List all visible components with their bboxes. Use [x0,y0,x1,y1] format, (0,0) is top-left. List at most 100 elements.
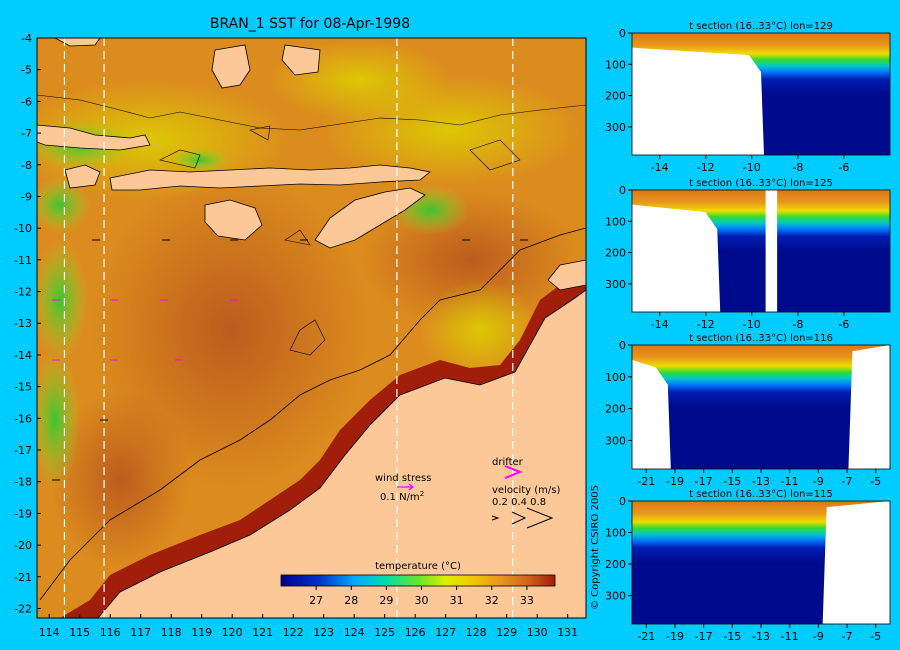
section-y-tick-label: 300 [605,590,626,603]
section-frame [631,32,891,156]
map-x-tick-label: 131 [557,626,578,639]
map-y-tick-label: -22 [14,602,32,615]
sumbawa-flores-chain [109,164,431,191]
sumba-island [204,199,263,241]
section-x-tick-label: -12 [697,161,715,174]
map-x-tick-label: 129 [496,626,517,639]
green-upwelling-patch [37,240,88,360]
map-x-tick-label: 122 [283,626,304,639]
map-y-tick-label: -5 [21,64,32,77]
map-y-tick-label: -13 [14,317,32,330]
section-title: t section (16..33°C) lon=115 [689,489,833,500]
section-x-tick-label: -14 [651,161,669,174]
map-x-tick-label: 119 [191,626,212,639]
northern-island [281,44,321,76]
map-y-tick-label: -20 [14,539,32,552]
map-x-axis: 114 115 116 117 118 119 120 121 122 123 124 125 126 1… [39,614,578,639]
section-x-tick-label: -17 [695,630,713,643]
section-x-tick-label: -9 [813,630,824,643]
map-x-tick-label: 116 [100,626,121,639]
map-x-tick-label: 121 [252,626,273,639]
section-lines [63,38,514,618]
map-y-axis: -4 -5 -6 -7 -8 -9 -10 -11 -12 -13 -14 -15 -16 -17 -18 -… [14,32,41,615]
section-x-tick-label: -6 [838,161,849,174]
section-y-tick-label: 100 [605,371,626,384]
section-panels: t section (16..33°C) lon=129 -14 -12 -10 -8 -… [605,21,891,643]
map-x-tick-label: 114 [39,626,60,639]
map-frame [36,37,587,619]
section-x-tick-label: -11 [781,630,799,643]
bathymetry-contour [159,125,521,171]
warm-eddy [50,390,190,570]
green-upwelling-patch [170,148,230,172]
bali-lombok-island [64,164,101,189]
map-x-tick-label: 128 [466,626,487,639]
velocity-scale-arrows-icon [491,507,554,529]
map-y-tick-label: -14 [14,349,32,362]
map-y-tick-label: -4 [21,32,32,45]
section-x-tick-label: -11 [781,475,799,488]
section-y-tick-label: 300 [605,434,626,447]
section-frame [631,189,891,313]
section-x-tick-label: -13 [752,630,770,643]
map-x-tick-label: 125 [374,626,395,639]
bathymetry-contour [284,229,326,356]
section-y-tick-label: 200 [605,403,626,416]
section-y-tick-label: 300 [605,121,626,134]
drifter-chevron-icon [504,465,523,479]
map-x-tick-label: 120 [222,626,243,639]
section-y-tick-label: 200 [605,558,626,571]
map-y-tick-label: -15 [14,381,32,394]
copyright-text: © Copyright CSIRO 2005 [590,485,601,610]
section-seafloor-mask [632,204,721,312]
australia-landmass [97,289,586,618]
colorbar-tick-label: 29 [379,594,393,607]
map-y-tick-label: -8 [21,159,32,172]
map-y-tick-label: -17 [14,444,32,457]
map-y-tick-label: -18 [14,476,32,489]
map-x-tick-label: 123 [313,626,334,639]
drifter-label: drifter [492,457,524,468]
section-y-tick-label: 0 [619,495,626,508]
map-y-tick-label: -6 [21,95,32,108]
colorbar-tick-label: 30 [415,594,429,607]
section-y-tick-label: 200 [605,247,626,260]
colorbar-tick-label: 32 [485,594,499,607]
map-y-tick-label: -9 [21,190,32,203]
section-x-tick-label: -14 [651,318,669,331]
wind-stress-exponent: 2 [420,490,424,498]
green-upwelling-patch [37,177,90,233]
map-title: BRAN_1 SST for 08-Apr-1998 [210,16,410,32]
map-y-tick-label: -19 [14,507,32,520]
section-y-tick-label: 200 [605,90,626,103]
section-x-tick-label: -10 [743,318,761,331]
map-y-tick-label: -16 [14,412,32,425]
section-x-tick-label: -8 [792,161,803,174]
section-y-tick-label: 0 [619,184,626,197]
section-seafloor-mask [765,190,778,312]
section-x-tick-label: -19 [666,475,684,488]
section-seafloor-mask [632,47,764,155]
map-y-tick-label: -21 [14,571,32,584]
section-x-tick-label: -9 [813,475,824,488]
section-seafloor-mask [632,359,671,469]
map-x-tick-label: 115 [69,626,90,639]
section-y-tick-label: 300 [605,278,626,291]
wind-stress-arrow-icon [397,483,414,491]
section-x-tick-label: -15 [723,475,741,488]
section-title: t section (16..33°C) lon=116 [689,333,833,344]
arafura-coast [547,259,586,291]
map-x-tick-label: 124 [344,626,365,639]
bathymetry-contour [39,227,586,601]
sulawesi-south-coast [211,44,251,89]
section-x-tick-label: -7 [842,630,853,643]
section-panel: t section (16..33°C) lon=115 -21 -19 -17 -15… [605,489,891,643]
section-y-tick-label: 100 [605,527,626,540]
section-y-tick-label: 100 [605,58,626,71]
map-x-tick-label: 130 [527,626,548,639]
wind-stress-scale: 0.1 N/m2 [380,490,424,503]
green-upwelling-patch [37,350,80,490]
map-x-tick-label: 118 [161,626,182,639]
colorbar-title: temperature (°C) [375,561,461,572]
